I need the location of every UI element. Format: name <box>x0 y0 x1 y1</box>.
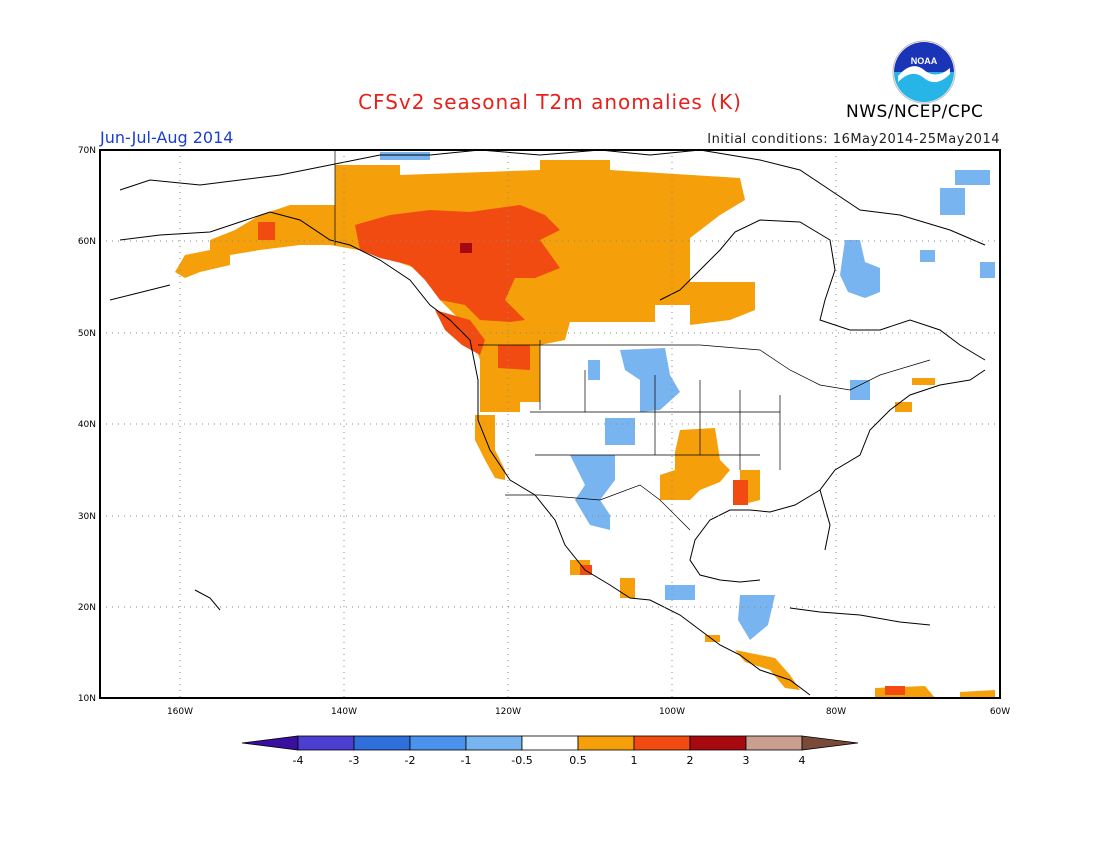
colorbar-label: 3 <box>743 754 750 767</box>
svg-text:NOAA: NOAA <box>911 56 938 66</box>
colorbar-segment <box>465 735 523 751</box>
colorbar-label: -3 <box>349 754 360 767</box>
colorbar-label: 4 <box>799 754 806 767</box>
lat-label: 70N <box>78 146 96 156</box>
anomaly-shading-extreme <box>460 243 472 253</box>
coastlines <box>109 149 986 696</box>
lat-label: 50N <box>78 329 96 339</box>
colorbar-segment <box>689 735 747 751</box>
initial-conditions-label: Initial conditions: 16May2014-25May2014 <box>707 132 1000 147</box>
colorbar-label: -1 <box>461 754 472 767</box>
lon-label: 140W <box>331 707 357 717</box>
map-title: CFSv2 seasonal T2m anomalies (K) <box>358 90 742 114</box>
colorbar-segment <box>409 735 467 751</box>
colorbar-label: 1 <box>631 754 638 767</box>
political-borders <box>334 150 931 531</box>
latitude-labels: 70N 60N 50N 40N 30N 20N 10N <box>78 146 96 704</box>
colorbar-segment <box>745 735 803 751</box>
lat-label: 40N <box>78 420 96 430</box>
graticule <box>100 150 1000 698</box>
lat-label: 20N <box>78 603 96 613</box>
lon-label: 160W <box>167 707 193 717</box>
colorbar-label: 0.5 <box>569 754 587 767</box>
colorbar-segment <box>353 735 411 751</box>
colorbar-arrow-low <box>241 735 299 751</box>
noaa-logo: NOAA <box>892 40 956 104</box>
lat-label: 30N <box>78 512 96 522</box>
lon-label: 60W <box>990 707 1010 717</box>
colorbar-segment <box>297 735 355 751</box>
lon-label: 120W <box>495 707 521 717</box>
colorbar: -4 -3 -2 -1 -0.5 0.5 1 2 3 4 <box>241 735 859 767</box>
lat-label: 10N <box>78 694 96 704</box>
colorbar-segment <box>633 735 691 751</box>
season-label: Jun-Jul-Aug 2014 <box>100 128 234 147</box>
lon-label: 80W <box>826 707 846 717</box>
colorbar-label: -0.5 <box>511 754 532 767</box>
longitude-labels: 160W 140W 120W 100W 80W 60W <box>167 707 1010 717</box>
colorbar-segment <box>577 735 635 751</box>
map-frame <box>99 149 1001 699</box>
lat-label: 60N <box>78 237 96 247</box>
lon-label: 100W <box>659 707 685 717</box>
organization-label: NWS/NCEP/CPC <box>846 102 984 122</box>
colorbar-label: -4 <box>293 754 304 767</box>
colorbar-label: 2 <box>687 754 694 767</box>
colorbar-segment <box>521 735 579 751</box>
colorbar-arrow-high <box>801 735 859 751</box>
colorbar-label: -2 <box>405 754 416 767</box>
anomaly-shading-cool <box>380 152 995 640</box>
